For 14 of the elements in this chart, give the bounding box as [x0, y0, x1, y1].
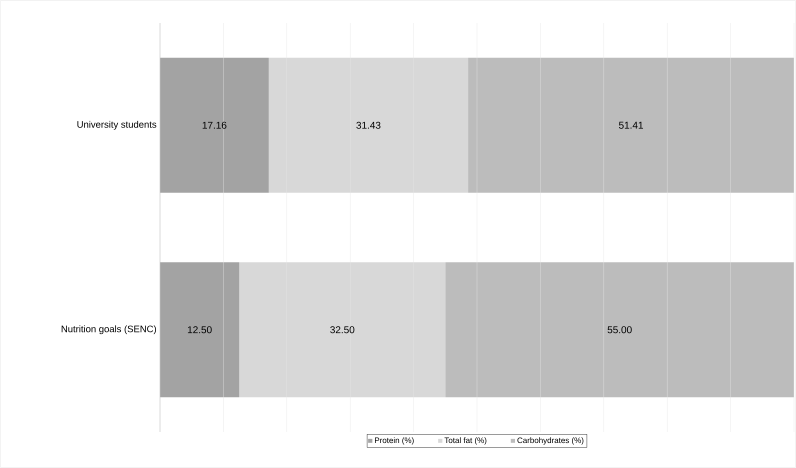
- bar: [239, 262, 446, 398]
- y-tick-label: Nutrition goals (SENC): [62, 325, 156, 334]
- bar: [268, 58, 468, 193]
- data-label: 51.41: [618, 122, 644, 129]
- bar: [468, 58, 794, 193]
- data-label: 12.50: [188, 326, 212, 334]
- bar: [160, 58, 269, 193]
- data-label: 31.43: [356, 122, 380, 129]
- bar: [445, 262, 794, 398]
- y-tick-label: University students: [77, 120, 156, 130]
- bar: [160, 262, 240, 398]
- data-label: 55.00: [608, 326, 632, 334]
- data-label: 32.50: [330, 326, 354, 334]
- data-label: 17.16: [202, 122, 226, 129]
